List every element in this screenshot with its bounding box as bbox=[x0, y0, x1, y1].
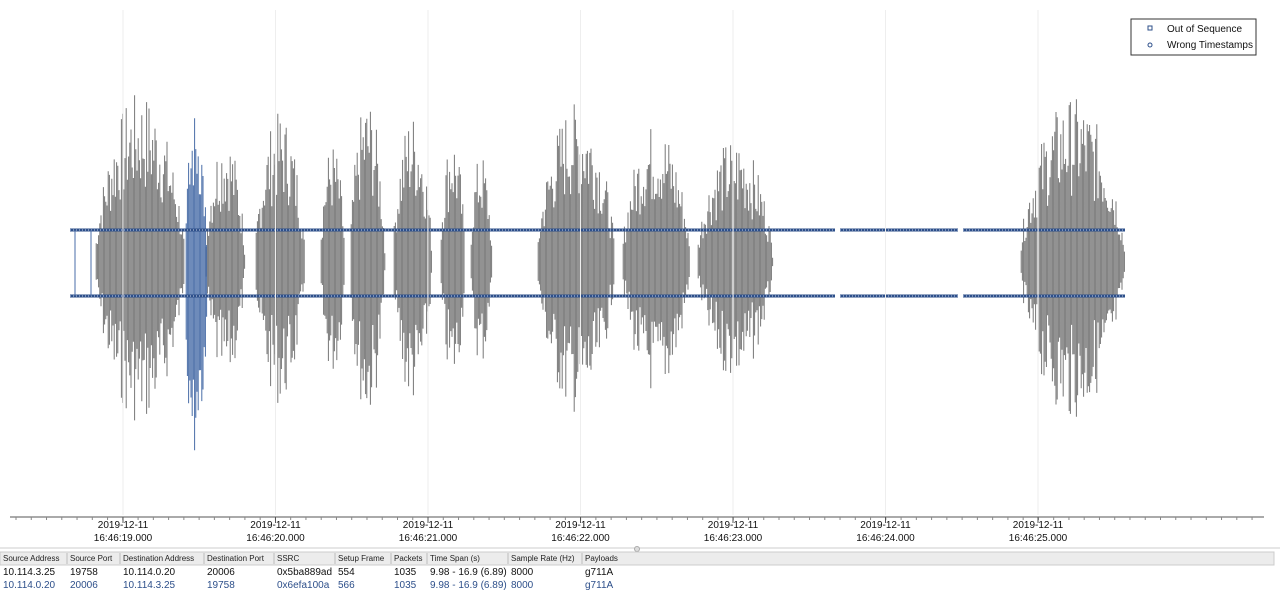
table-cell[interactable]: 20006 bbox=[207, 567, 235, 578]
legend-label: Out of Sequence bbox=[1167, 24, 1242, 35]
tick-date: 2019-12-11 bbox=[860, 520, 911, 531]
table-cell[interactable]: g711A bbox=[585, 580, 614, 591]
tick-date: 2019-12-11 bbox=[98, 520, 149, 531]
table-cell[interactable]: 19758 bbox=[207, 580, 235, 591]
waveform bbox=[1020, 99, 1125, 417]
table-cell[interactable]: 10.114.3.25 bbox=[3, 567, 56, 578]
waveform bbox=[537, 104, 615, 412]
legend-marker bbox=[1147, 25, 1153, 31]
legend-label: Wrong Timestamps bbox=[1167, 40, 1253, 51]
table-cell[interactable]: 10.114.0.20 bbox=[123, 567, 176, 578]
tick-date: 2019-12-11 bbox=[1013, 520, 1064, 531]
waveforms bbox=[70, 95, 1125, 451]
waveform bbox=[622, 129, 690, 389]
column-header[interactable]: SSRC bbox=[277, 554, 299, 563]
tick-date: 2019-12-11 bbox=[555, 520, 606, 531]
column-header[interactable]: Time Span (s) bbox=[430, 554, 480, 563]
column-header[interactable]: Setup Frame bbox=[338, 554, 385, 563]
table-cell[interactable]: 9.98 - 16.9 (6.89) bbox=[430, 567, 507, 578]
table-cell[interactable]: 0x5ba889ad bbox=[277, 567, 332, 578]
table-cell[interactable]: 554 bbox=[338, 567, 355, 578]
tick-time: 16:46:21.000 bbox=[399, 533, 458, 544]
waveform bbox=[697, 145, 774, 373]
column-header[interactable]: Destination Port bbox=[207, 554, 265, 563]
axis-labels: 2019-12-11 16:46:19.000 2019-12-11 16:46:20… bbox=[15, 10, 1253, 544]
tick-time: 16:46:20.000 bbox=[246, 533, 305, 544]
table-cell[interactable]: 9.98 - 16.9 (6.89) bbox=[430, 580, 507, 591]
waveform bbox=[440, 154, 465, 364]
tick-date: 2019-12-11 bbox=[708, 520, 759, 531]
table-cell[interactable]: 8000 bbox=[511, 580, 534, 591]
table-cell[interactable]: 20006 bbox=[70, 580, 98, 591]
table-cell[interactable]: 566 bbox=[338, 580, 355, 591]
tick-time: 16:46:19.000 bbox=[94, 533, 153, 544]
waveform bbox=[255, 113, 305, 403]
table-cell[interactable]: 10.114.3.25 bbox=[123, 580, 176, 591]
waveform bbox=[320, 149, 345, 369]
table-cell[interactable]: 10.114.0.20 bbox=[3, 580, 56, 591]
waveform bbox=[350, 111, 386, 405]
table-cell[interactable]: 1035 bbox=[394, 580, 417, 591]
table-cell[interactable]: 1035 bbox=[394, 567, 417, 578]
legend bbox=[1130, 18, 1257, 56]
table-cell[interactable]: g711A bbox=[585, 567, 614, 578]
waveform bbox=[393, 121, 432, 396]
column-header[interactable]: Source Port bbox=[70, 554, 113, 563]
column-header[interactable]: Destination Address bbox=[123, 554, 194, 563]
waveform bbox=[470, 160, 493, 359]
tick-time: 16:46:22.000 bbox=[551, 533, 610, 544]
waveform-highlight bbox=[185, 118, 208, 451]
column-header[interactable]: Sample Rate (Hz) bbox=[511, 554, 575, 563]
column-header[interactable]: Packets bbox=[394, 554, 422, 563]
waveform bbox=[205, 156, 246, 363]
splitter-handle[interactable] bbox=[634, 546, 640, 552]
tick-time: 16:46:24.000 bbox=[856, 533, 915, 544]
tick-date: 2019-12-11 bbox=[403, 520, 454, 531]
table-header bbox=[0, 551, 1275, 566]
tick-date: 2019-12-11 bbox=[250, 520, 301, 531]
column-header[interactable]: Payloads bbox=[585, 554, 618, 563]
tick-time: 16:46:23.000 bbox=[704, 533, 763, 544]
table-cell[interactable]: 8000 bbox=[511, 567, 534, 578]
table-cell[interactable]: 19758 bbox=[70, 567, 98, 578]
table-cell[interactable]: 0x6efa100a bbox=[277, 580, 330, 591]
legend-marker bbox=[1147, 42, 1153, 48]
column-header[interactable]: Source Address bbox=[3, 554, 59, 563]
waveform bbox=[95, 95, 185, 421]
stream-table: Source Address Source Port Destination Add… bbox=[3, 553, 618, 591]
tick-time: 16:46:25.000 bbox=[1009, 533, 1068, 544]
